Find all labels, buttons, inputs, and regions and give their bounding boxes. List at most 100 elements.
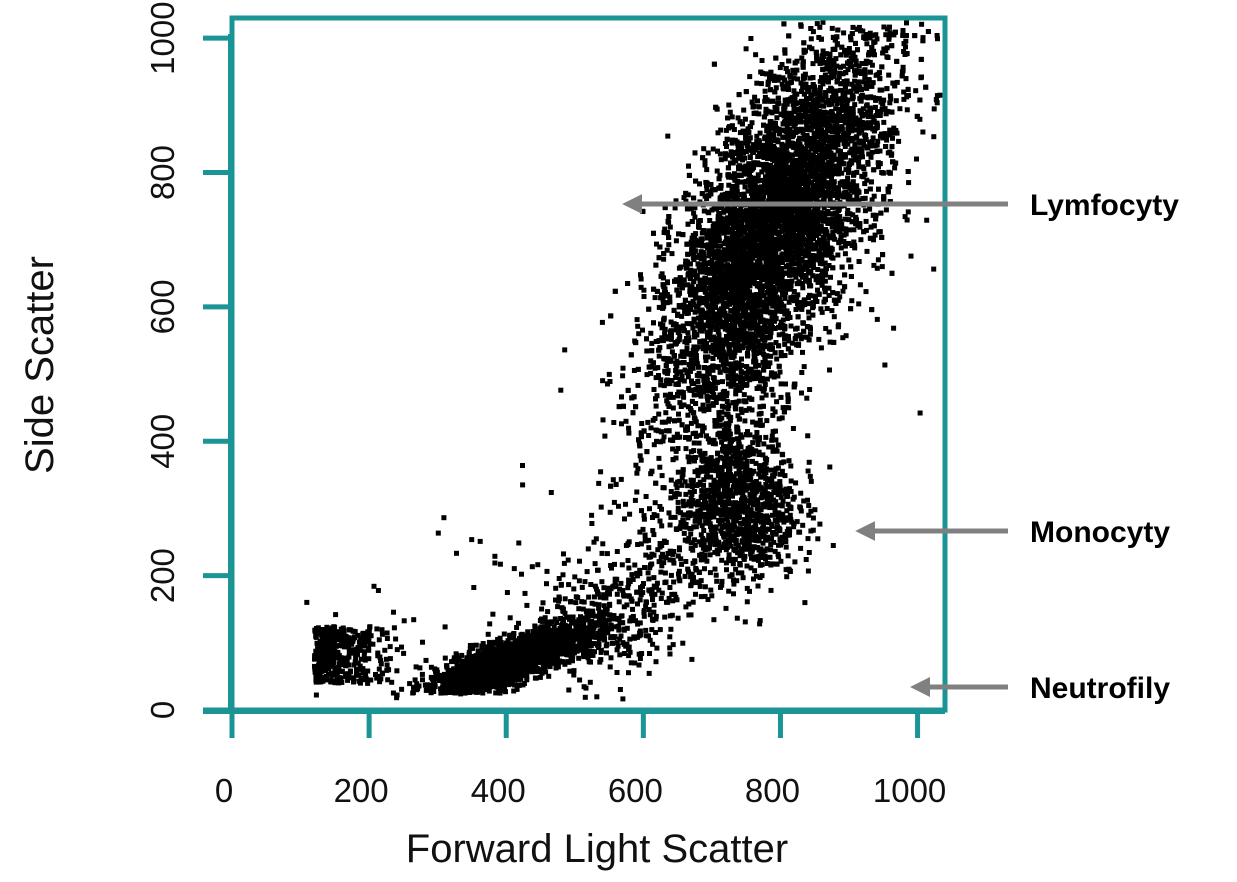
data-point (703, 519, 709, 525)
data-point (715, 551, 721, 557)
data-point (723, 490, 728, 496)
data-point (480, 685, 485, 691)
data-point (320, 644, 325, 650)
data-point (355, 632, 361, 638)
data-point (525, 667, 530, 673)
data-point (747, 588, 752, 594)
data-point (443, 683, 449, 689)
data-point (376, 666, 382, 672)
data-point (663, 555, 669, 561)
data-point (497, 654, 503, 660)
data-point (532, 631, 538, 637)
data-point (376, 637, 382, 643)
data-point (766, 526, 772, 532)
data-point (366, 656, 372, 662)
data-point (502, 652, 508, 658)
data-point (490, 645, 496, 651)
data-point (734, 532, 740, 538)
data-point (744, 599, 750, 605)
data-point (727, 492, 733, 498)
data-point (459, 676, 465, 682)
data-point (770, 483, 776, 489)
data-point (549, 619, 554, 625)
data-point (783, 567, 789, 573)
data-point (509, 667, 515, 673)
data-point (584, 617, 590, 623)
data-point (497, 683, 503, 689)
data-point (447, 674, 453, 680)
data-point (537, 674, 543, 680)
data-point (784, 574, 790, 580)
data-point (523, 633, 529, 639)
data-point (500, 648, 506, 654)
data-point (769, 437, 775, 443)
data-point (391, 625, 397, 631)
data-point (461, 667, 467, 672)
data-point (393, 636, 399, 642)
data-point (496, 643, 502, 649)
data-point (444, 663, 450, 669)
data-point (743, 472, 748, 478)
data-point (737, 561, 743, 566)
data-point (747, 492, 753, 497)
data-point (527, 635, 533, 641)
data-point (505, 672, 511, 677)
data-point (791, 524, 797, 530)
data-point (346, 635, 352, 641)
data-point (333, 632, 339, 638)
data-point (763, 528, 769, 534)
data-point (748, 507, 754, 513)
data-point (751, 544, 757, 550)
data-point (702, 450, 708, 456)
data-point (356, 678, 362, 684)
data-point (497, 635, 503, 641)
data-point (321, 639, 327, 645)
data-point (538, 655, 544, 661)
data-point (765, 497, 771, 503)
data-point (785, 553, 791, 559)
data-point (745, 539, 751, 545)
data-point (778, 494, 784, 500)
data-point (769, 433, 775, 439)
data-point (718, 507, 724, 513)
data-point (476, 657, 482, 663)
data-point (339, 637, 345, 643)
data-point (562, 661, 568, 667)
data-point (532, 644, 538, 650)
data-point (744, 543, 750, 549)
data-point (521, 681, 527, 686)
data-point (496, 675, 502, 681)
data-point (798, 508, 804, 514)
data-point (424, 684, 430, 690)
data-point (776, 542, 781, 548)
data-point (490, 651, 496, 657)
data-point (776, 554, 782, 560)
data-point (768, 547, 774, 553)
data-point (476, 666, 482, 672)
data-point (451, 676, 457, 682)
data-point (390, 690, 396, 696)
data-point (497, 690, 503, 696)
data-point (428, 664, 434, 670)
data-point (539, 649, 545, 655)
data-point (324, 624, 330, 630)
data-point (542, 644, 548, 649)
data-point (461, 690, 466, 695)
data-point (331, 655, 337, 661)
data-point (591, 594, 597, 600)
data-point (506, 644, 512, 650)
data-point (356, 672, 362, 678)
data-point (788, 516, 794, 522)
data-point (723, 605, 729, 611)
data-point (812, 507, 818, 513)
data-point (566, 629, 572, 635)
data-point (534, 635, 540, 641)
data-point (798, 490, 804, 496)
data-point (336, 632, 342, 638)
data-point (778, 540, 784, 545)
data-point (754, 488, 760, 494)
data-point (313, 649, 319, 654)
data-point (754, 500, 759, 506)
data-point (789, 519, 795, 525)
data-point (475, 689, 481, 695)
